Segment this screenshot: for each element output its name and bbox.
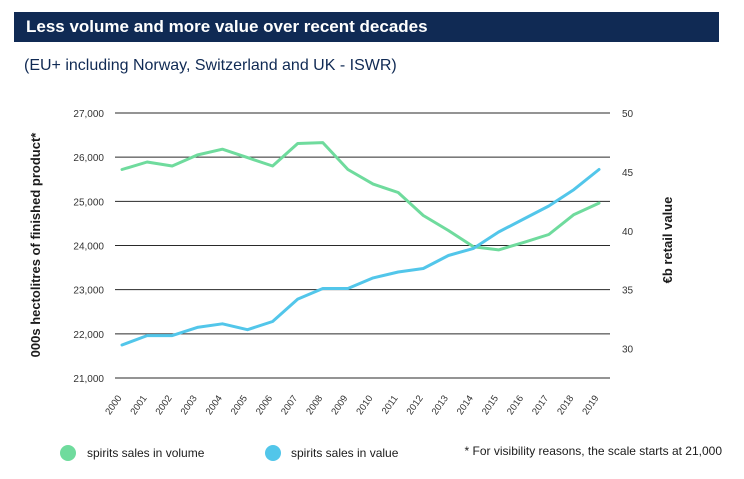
x-tick-label: 2017 <box>530 393 551 417</box>
legend-marker <box>60 445 76 461</box>
legend-marker <box>265 445 281 461</box>
x-tick-label: 2014 <box>455 393 476 417</box>
left-tick-label: 24,000 <box>73 242 104 253</box>
x-tick-label: 2010 <box>354 393 375 417</box>
right-tick-label: 35 <box>622 286 634 297</box>
x-tick-label: 2007 <box>279 393 300 417</box>
left-tick-label: 25,000 <box>73 197 104 208</box>
right-tick-label: 50 <box>622 109 634 120</box>
left-tick-label: 26,000 <box>73 153 104 164</box>
series-lines <box>120 141 601 347</box>
left-tick-label: 22,000 <box>73 330 104 341</box>
legend: spirits sales in volume spirits sales in … <box>60 445 399 461</box>
x-tick-label: 2019 <box>580 393 601 417</box>
left-tick-label: 21,000 <box>73 374 104 385</box>
x-tick-label: 2008 <box>304 393 325 417</box>
right-tick-label: 45 <box>622 168 634 179</box>
line-chart: 21,000 22,000 23,000 24,000 25,000 26,000 27,0… <box>28 109 675 461</box>
x-tick-label: 2016 <box>505 393 526 417</box>
x-tick-label: 2001 <box>128 393 149 417</box>
left-tick-label: 27,000 <box>73 109 104 120</box>
footnote: * For visibility reasons, the scale star… <box>464 444 722 458</box>
legend-label: spirits sales in value <box>291 446 399 460</box>
page-subtitle: (EU+ including Norway, Switzerland and U… <box>24 57 397 74</box>
left-axis-ticks: 21,000 22,000 23,000 24,000 25,000 26,000 27,0… <box>73 109 104 385</box>
volume-series-line <box>120 141 601 252</box>
title-bar: Less volume and more value over recent d… <box>14 12 719 42</box>
x-tick-label: 2002 <box>154 393 175 417</box>
x-tick-label: 2015 <box>480 393 501 417</box>
x-tick-label: 2013 <box>430 393 451 417</box>
right-axis-ticks: 30 35 40 45 50 <box>622 109 634 356</box>
x-tick-label: 2000 <box>103 393 124 417</box>
x-tick-label: 2018 <box>555 393 576 417</box>
x-tick-label: 2003 <box>179 393 200 417</box>
legend-label: spirits sales in volume <box>87 446 205 460</box>
right-axis-label: €b retail value <box>660 197 675 284</box>
x-tick-label: 2012 <box>405 393 426 417</box>
x-tick-label: 2009 <box>329 393 350 417</box>
gridlines <box>115 112 610 379</box>
left-axis-label: 000s hectolitres of finished product* <box>28 132 43 358</box>
right-tick-label: 40 <box>622 227 634 238</box>
x-tick-label: 2005 <box>229 393 250 417</box>
page-title: Less volume and more value over recent d… <box>26 17 428 36</box>
right-tick-label: 30 <box>622 345 634 356</box>
x-tick-label: 2011 <box>380 393 401 416</box>
value-series-line <box>120 168 601 347</box>
x-axis-ticks: 2000 2001 2002 2003 2004 2005 2006 2007 2008 2009… <box>103 393 601 417</box>
x-tick-label: 2006 <box>254 393 275 417</box>
x-tick-label: 2004 <box>204 393 225 417</box>
left-tick-label: 23,000 <box>73 286 104 297</box>
